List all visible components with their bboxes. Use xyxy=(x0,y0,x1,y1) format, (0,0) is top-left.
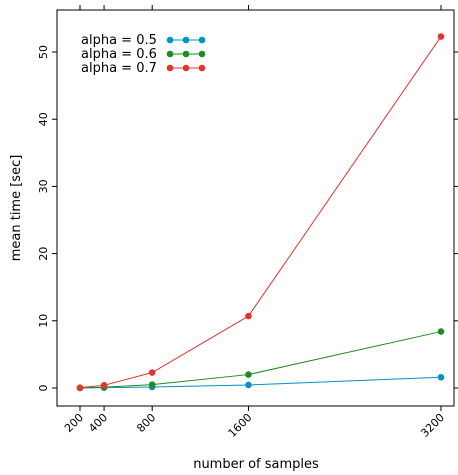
y-tick-label: 20 xyxy=(37,247,50,261)
series-line xyxy=(79,36,442,389)
legend-item: alpha = 0.7 xyxy=(81,61,206,76)
data-point xyxy=(148,369,156,376)
data-point xyxy=(437,33,445,40)
x-tick-label: 1600 xyxy=(226,411,255,440)
legend-swatch-point xyxy=(182,64,190,72)
plot-frame xyxy=(56,9,455,407)
x-tick-label: 200 xyxy=(62,411,86,435)
y-tick-label: 30 xyxy=(37,179,50,193)
data-point xyxy=(148,381,156,388)
legend-swatch-point xyxy=(182,50,190,58)
y-tick-label: 10 xyxy=(37,314,50,328)
x-tick-label: 800 xyxy=(134,411,158,435)
x-tick-label: 3200 xyxy=(418,411,447,440)
legend-label: alpha = 0.6 xyxy=(81,47,157,62)
y-tick-label: 40 xyxy=(37,112,50,126)
y-axis-label: mean time [sec] xyxy=(9,155,24,262)
legend-swatch-point xyxy=(166,64,174,72)
legend-swatch-point xyxy=(166,36,174,44)
legend-swatch-point xyxy=(182,36,190,44)
series-3 xyxy=(76,33,445,391)
y-axis: 0 10 20 30 40 50 xyxy=(37,45,458,392)
y-tick-label: 50 xyxy=(37,45,50,59)
x-tick-label: 400 xyxy=(86,411,110,435)
data-point xyxy=(100,382,108,389)
legend-swatch-point xyxy=(166,50,174,58)
data-point xyxy=(245,381,252,389)
data-point xyxy=(245,371,252,378)
series-1 xyxy=(76,373,445,392)
y-tick-label: 0 xyxy=(37,385,50,392)
legend-swatch-point xyxy=(198,50,206,58)
x-axis-label: number of samples xyxy=(193,457,319,472)
legend-label: alpha = 0.5 xyxy=(81,33,157,48)
series-layer xyxy=(76,33,445,392)
data-point xyxy=(245,312,252,320)
data-point xyxy=(76,384,84,391)
legend-label: alpha = 0.7 xyxy=(81,61,157,76)
data-point xyxy=(437,373,445,381)
legend-item: alpha = 0.6 xyxy=(81,47,206,62)
data-point xyxy=(437,328,445,335)
legend-swatch-point xyxy=(198,36,206,44)
legend-item: alpha = 0.5 xyxy=(81,33,206,48)
legend-swatch-point xyxy=(198,64,206,72)
series-line xyxy=(79,376,442,389)
series-2 xyxy=(76,328,445,392)
